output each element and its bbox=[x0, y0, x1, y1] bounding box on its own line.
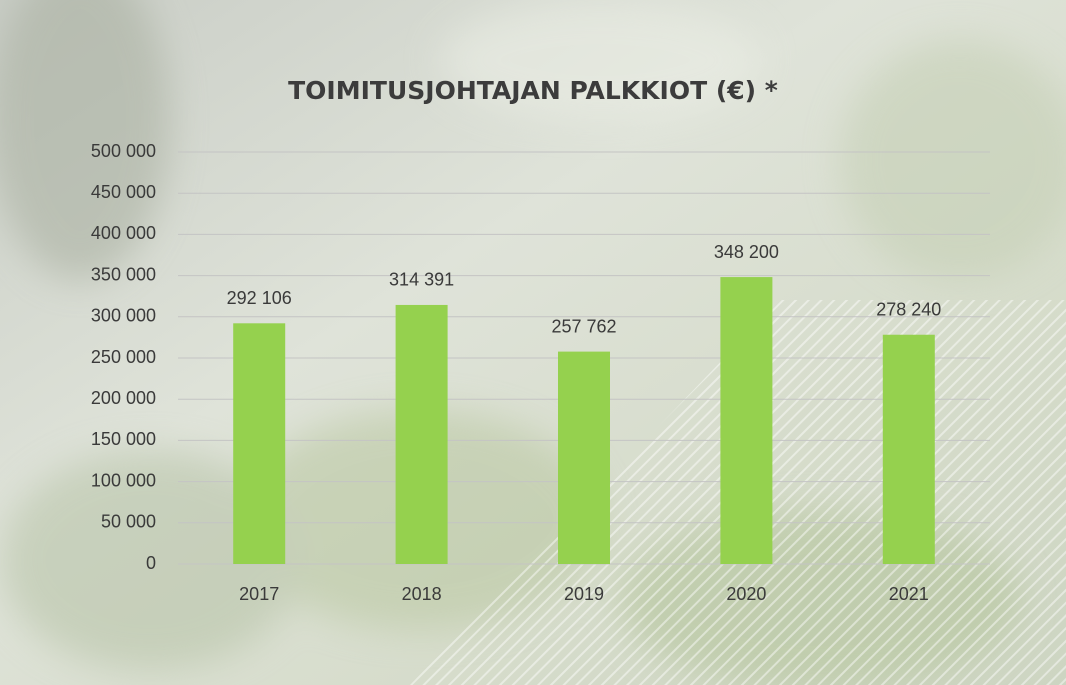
y-tick-label: 350 000 bbox=[91, 264, 156, 284]
y-tick-label: 150 000 bbox=[91, 429, 156, 449]
value-label: 292 106 bbox=[227, 288, 292, 308]
value-label: 314 391 bbox=[389, 270, 454, 290]
x-tick-label: 2020 bbox=[726, 584, 766, 604]
chart: TOIMITUSJOHTAJAN PALKKIOT (€) * 0 50 000 1… bbox=[0, 0, 1066, 685]
value-label: 348 200 bbox=[714, 242, 779, 262]
y-tick-label: 50 000 bbox=[101, 512, 156, 532]
y-tick-label: 500 000 bbox=[91, 141, 156, 161]
bar bbox=[396, 305, 448, 564]
bar bbox=[558, 352, 610, 564]
x-tick-label: 2018 bbox=[402, 584, 442, 604]
y-tick-label: 200 000 bbox=[91, 388, 156, 408]
bar bbox=[720, 277, 772, 564]
bar bbox=[233, 323, 285, 564]
y-tick-label: 400 000 bbox=[91, 223, 156, 243]
y-tick-label: 0 bbox=[146, 553, 156, 573]
y-tick-label: 100 000 bbox=[91, 470, 156, 490]
value-label: 257 762 bbox=[551, 316, 616, 336]
x-tick-label: 2019 bbox=[564, 584, 604, 604]
y-tick-label: 450 000 bbox=[91, 182, 156, 202]
y-tick-label: 300 000 bbox=[91, 306, 156, 326]
chart-title: TOIMITUSJOHTAJAN PALKKIOT (€) * bbox=[288, 76, 778, 105]
x-tick-label: 2017 bbox=[239, 584, 279, 604]
y-tick-label: 250 000 bbox=[91, 347, 156, 367]
x-tick-label: 2021 bbox=[889, 584, 929, 604]
bar bbox=[883, 335, 935, 564]
value-label: 278 240 bbox=[876, 299, 941, 319]
page: TOIMITUSJOHTAJAN PALKKIOT (€) * 0 50 000 1… bbox=[0, 0, 1066, 685]
